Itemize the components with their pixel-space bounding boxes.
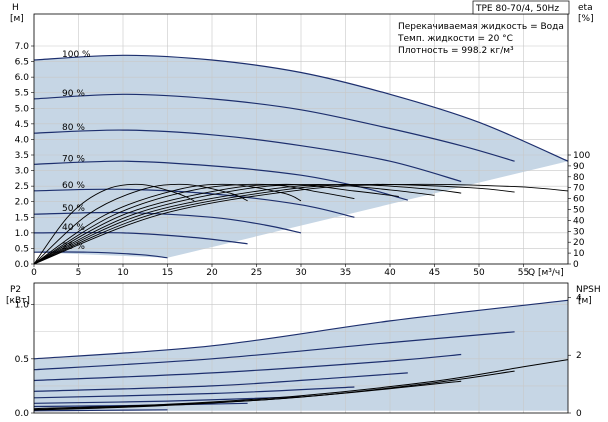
eta-axis-title: eta — [578, 3, 593, 13]
head-curve-50 — [33, 211, 302, 234]
head-curve-100 — [33, 54, 569, 162]
x-tick-label: 15 — [162, 268, 173, 278]
x-tick-label: 20 — [206, 268, 218, 278]
power-y-tick-label: 0.5 — [15, 355, 29, 365]
efficiency-curve — [33, 183, 248, 265]
head-y-tick-label: 3.0 — [15, 167, 30, 177]
npsh-curve — [33, 380, 462, 411]
power-curve-70 — [33, 372, 408, 392]
head-y-tick-label: 0.5 — [15, 244, 29, 254]
power-y-tick-label: 0.0 — [15, 409, 30, 419]
head-y-tick-label: 2.0 — [15, 198, 30, 208]
eta-y-tick-label: 30 — [573, 227, 585, 237]
head-curve-label: 60 % — [62, 181, 85, 191]
head-y-tick-label: 1.5 — [15, 213, 29, 223]
info-liquid: Перекачиваемая жидкость = Вода — [398, 22, 564, 32]
head-y-tick-label: 5.5 — [15, 89, 29, 99]
power-curve-100 — [33, 299, 569, 360]
x-tick-label: 30 — [295, 268, 307, 278]
power-curve-90 — [33, 331, 515, 371]
eta-y-tick-label: 20 — [573, 238, 585, 248]
eta-y-tick-label: 90 — [573, 162, 585, 172]
head-curve-60 — [33, 188, 355, 218]
x-tick-label: 25 — [251, 268, 262, 278]
head-y-tick-label: 2.5 — [15, 182, 29, 192]
head-curve-label: 100 % — [62, 50, 91, 60]
x-tick-label: 5 — [76, 268, 82, 278]
head-curve-label: 50 % — [62, 204, 85, 214]
head-curve-70 — [33, 160, 408, 201]
power-curve-25 — [33, 409, 168, 412]
efficiency-curve — [33, 183, 399, 265]
eta-y-tick-label: 50 — [573, 206, 585, 216]
power-axis-unit: [кВт] — [6, 296, 30, 306]
head-curve-label: 80 % — [62, 123, 85, 133]
x-tick-label: 35 — [340, 268, 351, 278]
info-temperature: Темп. жидкости = 20 °C — [397, 34, 513, 44]
title-box — [472, 0, 570, 15]
eta-y-tick-label: 100 — [573, 151, 590, 161]
npsh-axis-title: NPSH — [576, 285, 601, 295]
x-tick-label: 10 — [117, 268, 129, 278]
x-tick-label: 50 — [473, 268, 485, 278]
head-curve-40 — [33, 231, 248, 245]
x-tick-label: 40 — [384, 268, 396, 278]
head-curve-80 — [33, 129, 462, 183]
efficiency-curve — [33, 183, 462, 265]
power-axis-title: P2 — [10, 285, 21, 295]
head-y-tick-label: 6.5 — [15, 58, 29, 68]
head-y-tick-label: 7.0 — [15, 42, 30, 52]
eta-axis-unit: [%] — [578, 14, 594, 24]
efficiency-curve — [33, 183, 355, 265]
head-curve-90 — [33, 93, 515, 162]
info-density: Плотность = 998.2 кг/м³ — [398, 46, 514, 56]
npsh-curve — [33, 359, 569, 410]
head-y-tick-label: 5.0 — [15, 104, 30, 114]
npsh-y-tick-label: 2 — [576, 351, 582, 361]
head-axis-unit: [м] — [10, 14, 24, 24]
eta-y-tick-label: 10 — [573, 249, 585, 259]
head-y-tick-label: 1.0 — [15, 229, 30, 239]
efficiency-curve — [33, 183, 569, 265]
npsh-y-tick-label: 0 — [576, 409, 582, 419]
power-plot-frame — [33, 282, 569, 414]
head-y-tick-label: 3.5 — [15, 151, 29, 161]
head-y-tick-label: 6.0 — [15, 73, 30, 83]
eta-y-tick-label: 60 — [573, 195, 585, 205]
efficiency-curve — [33, 183, 515, 265]
power-y-tick-label: 1.0 — [15, 301, 30, 311]
eta-y-tick-label: 40 — [573, 216, 585, 226]
x-tick-label: 45 — [429, 268, 440, 278]
efficiency-curve — [33, 183, 195, 265]
head-curve-label: 90 % — [62, 89, 85, 99]
head-curve-label: 70 % — [62, 154, 85, 164]
chart-title: TPE 80-70/4, 50Hz — [475, 4, 559, 14]
efficiency-curve — [33, 183, 435, 265]
power-curve-80 — [33, 353, 462, 382]
eta-y-tick-label: 0 — [573, 260, 579, 270]
head-y-tick-label: 4.0 — [15, 135, 30, 145]
eta-y-tick-label: 70 — [573, 184, 585, 194]
x-tick-label: 0 — [31, 268, 37, 278]
power-curve-60 — [33, 386, 355, 399]
head-axis-title: H — [12, 3, 19, 13]
npsh-axis-unit: [м] — [578, 296, 592, 306]
head-y-tick-label: 0.0 — [15, 260, 30, 270]
head-curve-label: 40 % — [62, 223, 85, 233]
eta-y-tick-label: 80 — [573, 173, 585, 183]
x-axis-title: Q [м³/ч] — [528, 268, 564, 278]
x-tick-label: 55 — [518, 268, 529, 278]
head-y-tick-label: 4.5 — [15, 120, 29, 130]
npsh-y-tick-label: 4 — [576, 293, 582, 303]
efficiency-curve — [33, 183, 302, 265]
